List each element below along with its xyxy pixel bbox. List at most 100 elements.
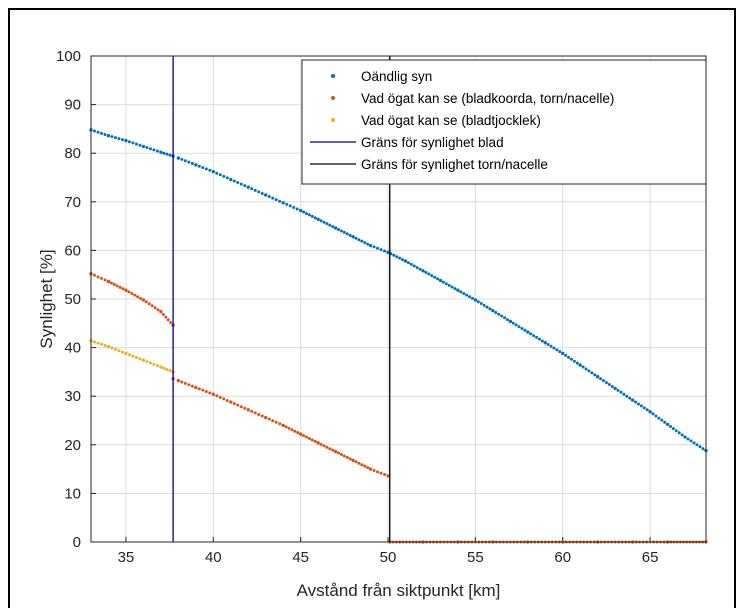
data-marker <box>257 190 261 194</box>
data-marker <box>575 361 579 365</box>
data-point <box>229 177 233 182</box>
data-marker <box>462 291 466 295</box>
data-point <box>194 385 198 390</box>
data-marker <box>366 242 370 246</box>
data-marker <box>549 344 553 348</box>
data-marker <box>654 414 658 418</box>
data-point <box>438 278 443 283</box>
data-marker <box>287 426 291 430</box>
data-marker <box>156 308 160 312</box>
data-marker <box>372 468 376 472</box>
data-marker <box>92 273 96 277</box>
data-point <box>176 378 181 383</box>
data-marker <box>331 225 335 229</box>
data-marker <box>239 405 243 409</box>
legend-dot-marker <box>331 96 335 100</box>
data-marker <box>376 246 380 250</box>
data-marker <box>118 285 122 289</box>
data-point <box>351 458 355 463</box>
data-point <box>386 474 390 478</box>
data-marker <box>243 184 247 188</box>
data-marker <box>535 335 539 339</box>
data-marker <box>357 238 361 242</box>
data-marker <box>634 400 638 404</box>
data-marker <box>292 205 296 209</box>
data-point <box>281 201 285 205</box>
x-tick-label: 65 <box>642 549 659 566</box>
x-tick-label: 40 <box>205 549 222 566</box>
data-marker <box>138 143 142 147</box>
data-marker <box>96 275 100 279</box>
data-marker <box>225 398 229 402</box>
data-marker <box>96 130 100 134</box>
data-marker <box>117 349 121 353</box>
data-marker <box>607 383 611 387</box>
data-marker <box>260 414 264 418</box>
data-marker <box>379 248 383 252</box>
data-point <box>403 259 408 263</box>
data-marker <box>218 173 222 177</box>
data-marker <box>366 466 370 470</box>
data-point <box>491 308 495 313</box>
legend-entry: Vad ögat kan se (bladtjocklek) <box>361 113 541 128</box>
data-marker <box>215 394 219 398</box>
data-marker <box>288 204 292 208</box>
y-tick-label: 0 <box>73 534 81 551</box>
data-marker <box>569 357 573 361</box>
x-tick-label: 35 <box>118 549 135 566</box>
data-marker <box>225 176 229 180</box>
data-marker <box>593 373 597 377</box>
data-marker <box>360 239 364 243</box>
data-marker <box>161 312 165 316</box>
data-marker <box>392 253 396 257</box>
data-marker <box>162 151 166 155</box>
data-point <box>264 193 268 197</box>
data-marker <box>651 412 655 416</box>
data-marker <box>168 369 172 373</box>
data-marker <box>587 369 591 373</box>
data-marker <box>348 457 352 461</box>
data-marker <box>147 302 151 306</box>
data-marker <box>567 355 571 359</box>
data-marker <box>701 447 705 451</box>
data-marker <box>204 390 208 394</box>
data-point <box>613 386 617 391</box>
x-tick-label: 60 <box>554 549 571 566</box>
x-tick-label: 45 <box>292 549 309 566</box>
data-marker <box>406 261 410 265</box>
data-point <box>246 408 250 412</box>
data-point <box>159 365 163 369</box>
data-marker <box>342 454 346 458</box>
data-marker <box>441 280 445 284</box>
data-point <box>316 217 320 221</box>
data-marker <box>152 362 156 366</box>
data-marker <box>602 379 605 383</box>
tick-labels: 35 40 45 50 55 60 65 0 10 20 30 40 50 60 70 80 90 100 <box>56 48 658 566</box>
data-marker <box>236 181 240 185</box>
data-marker <box>253 411 257 415</box>
data-point <box>368 467 373 471</box>
data-marker <box>322 444 326 448</box>
data-point <box>648 410 652 414</box>
data-marker <box>415 266 419 270</box>
data-marker <box>117 137 121 141</box>
data-marker <box>450 285 454 289</box>
data-marker <box>453 287 457 291</box>
data-marker <box>433 275 437 279</box>
data-point <box>106 279 111 284</box>
data-marker <box>134 142 138 146</box>
y-tick-label: 40 <box>64 340 81 357</box>
data-marker <box>271 196 275 200</box>
data-marker <box>304 435 308 439</box>
data-point <box>473 298 478 302</box>
y-axis-label: Synlighet [%] <box>37 249 56 348</box>
y-tick-label: 90 <box>64 97 81 114</box>
data-marker <box>307 213 311 217</box>
data-point <box>106 134 111 138</box>
data-marker <box>584 367 588 371</box>
data-marker <box>625 394 629 398</box>
data-marker <box>183 381 187 385</box>
data-marker <box>127 140 131 144</box>
data-marker <box>497 312 501 316</box>
data-marker <box>376 470 380 474</box>
